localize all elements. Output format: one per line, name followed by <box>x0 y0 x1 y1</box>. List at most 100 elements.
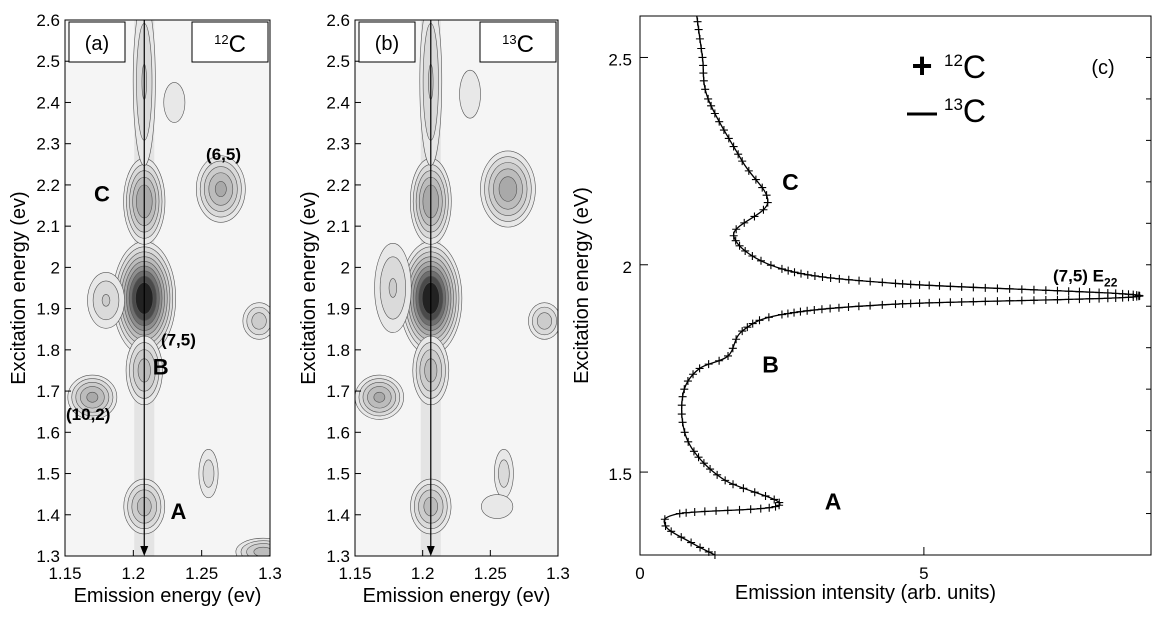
contour-peak-7-level-2 <box>251 312 267 330</box>
annotation-label: B <box>153 355 169 380</box>
x-tick-label: 1.3 <box>546 564 570 583</box>
contour-peak-6-level-4 <box>86 391 99 403</box>
peak-label-text: (7,5) E <box>1053 266 1104 285</box>
y-tick-label: 2.6 <box>36 11 60 30</box>
annotation-label: A <box>825 488 842 514</box>
isotope-mass: 13 <box>502 32 516 47</box>
y-tick-label: 1.8 <box>326 341 350 360</box>
plot-frame <box>64 19 271 557</box>
contour-peak-9-level-1 <box>498 459 510 488</box>
y-tick-label: 2.4 <box>36 93 60 112</box>
legend-marker-cross: + <box>911 45 932 86</box>
annotation-label: (7,5) <box>161 331 196 350</box>
y-tick-label: 1.7 <box>326 382 350 401</box>
y-axis-title: Excitation energy (eV) <box>571 187 593 384</box>
contour-peak-9-level-1 <box>202 459 215 488</box>
y-tick-label: 1.9 <box>36 300 60 319</box>
y-axis-title: Excitation energy (ev) <box>298 191 320 384</box>
legend-isotope-element: C <box>963 49 986 85</box>
y-tick-label: 2.2 <box>326 176 350 195</box>
annotation-label: A <box>170 499 186 524</box>
contour-peak-5-level-4 <box>498 176 518 202</box>
contour-peak-11-level-0 <box>459 69 481 119</box>
y-tick-label: 2.5 <box>36 52 60 71</box>
y-tick-label: 1.7 <box>36 382 60 401</box>
y-tick-label: 2 <box>341 258 350 277</box>
y-tick-label: 2.3 <box>36 135 60 154</box>
x-tick-label: 1.2 <box>411 564 435 583</box>
contour-peak-5-level-4 <box>214 181 227 197</box>
legend-label: 13C <box>944 93 986 129</box>
y-tick-label: 2.5 <box>608 50 632 69</box>
legend-isotope-mass: 12 <box>944 51 963 70</box>
y-axis-title: Excitation energy (ev) <box>8 191 30 384</box>
y-tick-label: 1.5 <box>36 465 60 484</box>
isotope-element: C <box>517 31 534 58</box>
panel-b: 1.3 1.4 1.5 1.6 1.7 1.8 1.9 2 2.1 2.2 2.3 2.4 2.5 2.6… <box>298 11 570 607</box>
annotation-label: C <box>782 169 799 195</box>
y-tick-label: 1.3 <box>36 547 60 566</box>
contour-peak-10-level-0 <box>481 494 514 519</box>
panel-label: (b) <box>375 33 399 55</box>
y-tick-label: 1.6 <box>36 423 60 442</box>
y-tick-label: 2 <box>623 258 632 277</box>
x-tick-label: 0 <box>635 564 644 583</box>
x-tick-label: 5 <box>919 564 928 583</box>
x-tick-label: 1.15 <box>48 564 81 583</box>
y-tick-label: 1.6 <box>326 423 350 442</box>
x-tick-label: 1.15 <box>338 564 371 583</box>
isotope-element: C <box>229 31 246 58</box>
isotope-label-box <box>479 21 557 63</box>
contour-peak-6-level-4 <box>373 391 386 403</box>
x-axis-title: Emission energy (ev) <box>363 585 551 607</box>
legend-isotope-element: C <box>963 93 986 129</box>
y-tick-label: 2.2 <box>36 176 60 195</box>
y-tick-label: 2.6 <box>326 11 350 30</box>
x-axis-title: Emission energy (ev) <box>74 585 262 607</box>
legend-isotope-mass: 13 <box>944 95 963 114</box>
y-tick-label: 1.5 <box>608 465 632 484</box>
y-tick-label: 1.4 <box>36 506 60 525</box>
contour-peak-8-level-2 <box>388 278 398 298</box>
contour-peak-8-level-2 <box>101 294 111 307</box>
arrow-head <box>426 546 435 556</box>
annotation-label: (6,5) <box>206 145 241 164</box>
annotation-label: B <box>762 352 779 378</box>
legend-label: 12C <box>944 49 986 85</box>
x-tick-label: 1.2 <box>122 564 146 583</box>
contour-peak-11-level-0 <box>163 82 186 123</box>
annotation-label: C <box>94 181 110 206</box>
panel-label: (c) <box>1091 57 1114 79</box>
plot-frame <box>354 19 559 557</box>
annotation-label: (10,2) <box>66 405 110 424</box>
contour-peak-10-level-3 <box>253 546 270 556</box>
y-tick-label: 2.3 <box>326 135 350 154</box>
contour-peak-7-level-2 <box>536 312 552 330</box>
y-tick-label: 2 <box>51 258 60 277</box>
y-tick-label: 2.5 <box>326 52 350 71</box>
y-tick-label: 2.4 <box>326 93 350 112</box>
panel-a: 1.3 1.4 1.5 1.6 1.7 1.8 1.9 2 2.1 2.2 2.3 2.4 2.5 2.6… <box>8 11 282 607</box>
y-tick-label: 1.8 <box>36 341 60 360</box>
peak-label: (7,5) E22 <box>1053 266 1118 289</box>
panel-label: (a) <box>85 33 109 55</box>
x-axis-title: Emission intensity (arb. units) <box>735 582 996 604</box>
x-tick-label: 1.25 <box>185 564 218 583</box>
y-tick-label: 1.9 <box>326 300 350 319</box>
y-tick-label: 2.1 <box>36 217 60 236</box>
isotope-label: 12C <box>214 31 246 58</box>
peak-label-subscript: 22 <box>1104 275 1118 289</box>
y-tick-label: 1.3 <box>326 547 350 566</box>
legend-marker-line: — <box>907 96 937 129</box>
panel-label-box <box>358 21 416 63</box>
isotope-label: 13C <box>502 31 534 58</box>
y-tick-label: 1.5 <box>326 465 350 484</box>
arrow-head <box>140 546 149 556</box>
isotope-mass: 12 <box>214 32 228 47</box>
panel-label-box <box>68 21 126 63</box>
isotope-label-box <box>191 21 269 63</box>
y-tick-label: 1.4 <box>326 506 350 525</box>
x-tick-label: 1.25 <box>474 564 507 583</box>
